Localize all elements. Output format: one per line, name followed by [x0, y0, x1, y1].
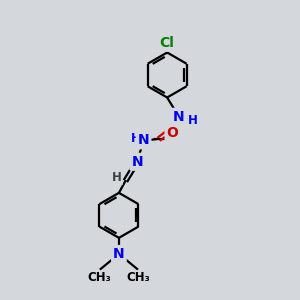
- Text: Cl: Cl: [160, 36, 175, 50]
- Text: CH₃: CH₃: [126, 271, 150, 284]
- Text: N: N: [113, 247, 125, 261]
- Text: H: H: [112, 171, 122, 184]
- Text: N: N: [138, 134, 149, 147]
- Text: CH₃: CH₃: [88, 271, 112, 284]
- Text: H: H: [130, 132, 140, 145]
- Text: N: N: [131, 155, 143, 169]
- Text: N: N: [173, 110, 185, 124]
- Text: H: H: [188, 114, 198, 127]
- Text: O: O: [167, 126, 178, 140]
